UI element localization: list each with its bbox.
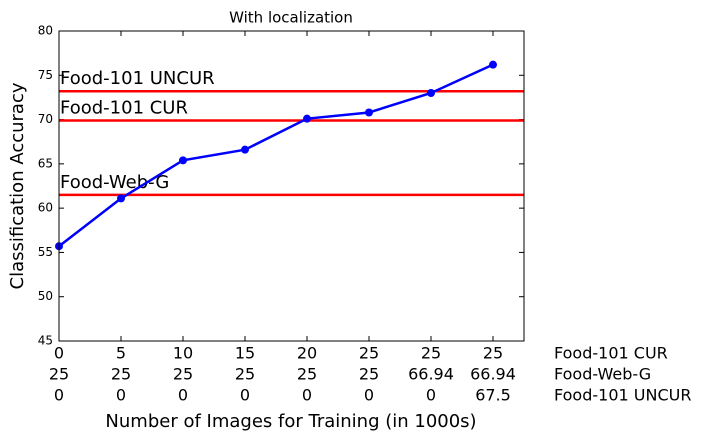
row-label: Food-Web-G xyxy=(554,365,651,384)
y-tick-label: 45 xyxy=(38,334,53,348)
x-tick-label: 25 xyxy=(359,365,379,384)
x-tick-label: 25 xyxy=(111,365,131,384)
y-tick-label: 80 xyxy=(38,24,53,38)
data-point xyxy=(427,89,435,97)
data-line xyxy=(58,63,494,248)
x-tick-label: 20 xyxy=(297,344,317,363)
x-tick-label: 10 xyxy=(173,344,193,363)
row-label: Food-101 UNCUR xyxy=(554,386,691,405)
data-point xyxy=(117,194,125,203)
x-axis-label: Number of Images for Training (in 1000s) xyxy=(105,411,476,432)
x-tick-label: 66.94 xyxy=(408,365,454,384)
data-point xyxy=(241,145,249,154)
data-point xyxy=(365,108,373,117)
x-tick-label: 0 xyxy=(178,386,188,405)
data-point xyxy=(303,114,311,123)
x-tick-label: 67.5 xyxy=(475,386,511,405)
y-tick-label: 60 xyxy=(38,201,53,215)
y-tick-label: 75 xyxy=(38,68,53,82)
x-tick-label: 25 xyxy=(297,365,317,384)
x-tick-label: 66.94 xyxy=(470,365,516,384)
row-label: Food-101 CUR xyxy=(554,344,668,363)
x-tick-label: 0 xyxy=(364,386,374,405)
x-tick-label: 25 xyxy=(235,365,255,384)
x-tick-label: 25 xyxy=(421,344,441,363)
x-tick-label: 0 xyxy=(54,386,64,405)
y-axis-label: Classification Accuracy xyxy=(7,82,28,289)
x-tick-label: 25 xyxy=(483,344,503,363)
x-tick-label: 5 xyxy=(116,344,126,363)
data-point xyxy=(489,60,497,69)
y-tick-label: 55 xyxy=(38,245,53,259)
y-tick-label: 50 xyxy=(38,289,53,303)
data-point xyxy=(179,156,187,165)
x-tick-label: 0 xyxy=(302,386,312,405)
x-tick-label: 0 xyxy=(240,386,250,405)
x-tick-label: 0 xyxy=(116,386,126,405)
y-tick-label: 70 xyxy=(38,112,53,126)
x-tick-label: 25 xyxy=(359,344,379,363)
reference-label: Food-101 CUR xyxy=(60,97,188,118)
x-tick-label: 25 xyxy=(49,365,69,384)
x-tick-label: 25 xyxy=(173,365,193,384)
reference-label: Food-101 UNCUR xyxy=(60,68,215,89)
x-tick-label: 15 xyxy=(235,344,255,363)
x-tick-label: 0 xyxy=(54,344,64,363)
x-tick-label: 0 xyxy=(426,386,436,405)
chart-title: With localization xyxy=(229,9,353,27)
reference-label: Food-Web-G xyxy=(60,172,169,193)
y-tick-label: 65 xyxy=(38,156,53,170)
plot-frame xyxy=(58,30,525,342)
